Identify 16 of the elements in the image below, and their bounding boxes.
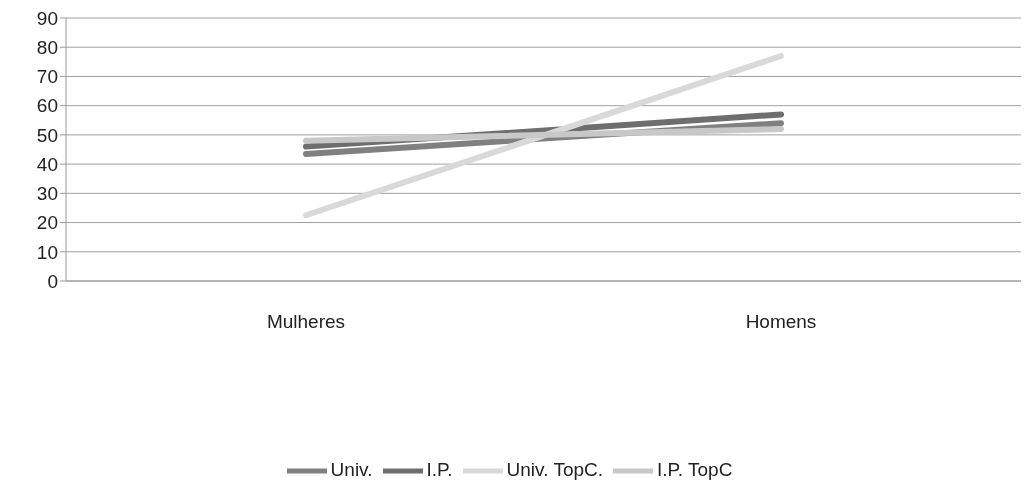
y-tick-label: 60 [36, 95, 58, 117]
y-tick-label: 0 [47, 270, 58, 292]
y-tick-label: 90 [36, 7, 58, 29]
y-tick-label: 80 [36, 36, 58, 58]
x-tick-label: Mulheres [266, 311, 346, 333]
y-tick-label: 70 [36, 66, 58, 88]
legend-label: Univ. TopC. [506, 459, 604, 481]
legend-label: I.P. [426, 459, 453, 481]
legend-label: I.P. TopC [657, 459, 733, 481]
y-tick-label: 10 [36, 241, 58, 263]
legend-label: Univ. [330, 459, 373, 481]
y-tick-label: 30 [36, 183, 58, 205]
x-tick-label: Homens [745, 311, 817, 333]
y-tick-label: 20 [36, 212, 58, 234]
y-tick-label: 40 [36, 153, 58, 175]
y-tick-label: 50 [36, 124, 58, 146]
